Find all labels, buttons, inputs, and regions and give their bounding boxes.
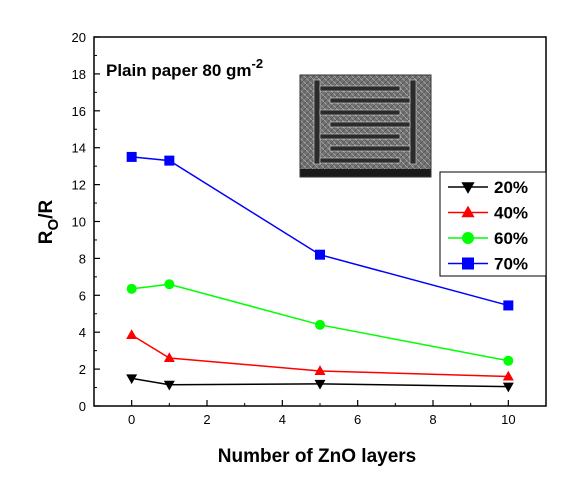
legend-label-40%: 40% bbox=[494, 204, 528, 223]
data-point-40% bbox=[126, 329, 138, 339]
data-point-40% bbox=[163, 352, 175, 363]
legend-items: 20% 40% 60% 70% bbox=[448, 178, 528, 274]
data-point-70% bbox=[503, 300, 514, 311]
axis-ticks: 0 2 4 6 8 10 0 2 4 6 8 10 12 14 16 18 20 bbox=[72, 30, 547, 427]
y-tick-label: 8 bbox=[79, 251, 86, 266]
data-point-20% bbox=[502, 382, 514, 393]
y-axis-title-subscript: O bbox=[45, 218, 62, 230]
y-tick-label: 20 bbox=[72, 30, 86, 45]
series-layer bbox=[126, 151, 514, 393]
data-point-20% bbox=[163, 380, 175, 391]
data-point-70% bbox=[315, 249, 325, 260]
legend-marker-20% bbox=[461, 182, 475, 194]
data-point-70% bbox=[126, 151, 137, 162]
sample-annotation: Plain paper 80 gm-2 bbox=[106, 56, 263, 80]
legend: 20% 40% 60% 70% bbox=[439, 171, 547, 277]
legend-marker-60% bbox=[462, 232, 474, 244]
inset-electrode-fingers bbox=[313, 79, 417, 165]
x-tick-label: 10 bbox=[501, 412, 515, 427]
y-tick-label: 18 bbox=[72, 67, 86, 82]
annotation-text: Plain paper 80 gm bbox=[106, 61, 252, 80]
data-point-40% bbox=[502, 370, 514, 381]
y-axis-title: RO/R bbox=[36, 200, 62, 245]
series-line-70% bbox=[131, 156, 509, 307]
x-tick-label: 6 bbox=[354, 412, 361, 427]
series-line-60% bbox=[131, 283, 509, 362]
x-tick-label: 2 bbox=[203, 412, 210, 427]
x-tick-label: 4 bbox=[279, 412, 286, 427]
y-tick-label: 0 bbox=[79, 399, 86, 414]
data-point-60% bbox=[315, 319, 325, 330]
legend-label-60%: 60% bbox=[494, 229, 528, 248]
data-point-70% bbox=[164, 155, 175, 166]
series-line-20% bbox=[131, 377, 509, 388]
y-tick-label: 10 bbox=[72, 215, 86, 230]
data-point-60% bbox=[126, 283, 137, 294]
legend-label-70%: 70% bbox=[494, 255, 528, 274]
y-tick-label: 12 bbox=[72, 178, 86, 193]
y-axis-title-main: R bbox=[36, 230, 57, 244]
inset-sem-image bbox=[299, 74, 432, 178]
legend-box bbox=[439, 171, 547, 277]
x-axis-title: Number of ZnO layers bbox=[218, 446, 417, 467]
data-point-60% bbox=[503, 355, 514, 366]
y-tick-label: 6 bbox=[79, 288, 86, 303]
data-point-20% bbox=[314, 379, 326, 390]
data-point-40% bbox=[314, 365, 326, 375]
data-point-20% bbox=[126, 374, 138, 385]
x-tick-label: 0 bbox=[128, 412, 135, 427]
y-tick-label: 16 bbox=[72, 104, 86, 119]
inset-border bbox=[299, 74, 432, 178]
data-point-60% bbox=[164, 279, 175, 290]
annotation-superscript: -2 bbox=[252, 56, 264, 71]
y-tick-label: 14 bbox=[72, 141, 86, 156]
series-line-40% bbox=[131, 334, 509, 378]
legend-marker-40% bbox=[461, 205, 475, 218]
legend-label-20%: 20% bbox=[494, 178, 528, 197]
inset-scale-bar-strip bbox=[300, 169, 431, 177]
x-tick-label: 8 bbox=[429, 412, 436, 427]
y-tick-label: 4 bbox=[79, 325, 86, 340]
y-axis-title-suffix: /R bbox=[36, 200, 57, 219]
legend-marker-70% bbox=[462, 257, 474, 270]
y-tick-label: 2 bbox=[79, 362, 86, 377]
